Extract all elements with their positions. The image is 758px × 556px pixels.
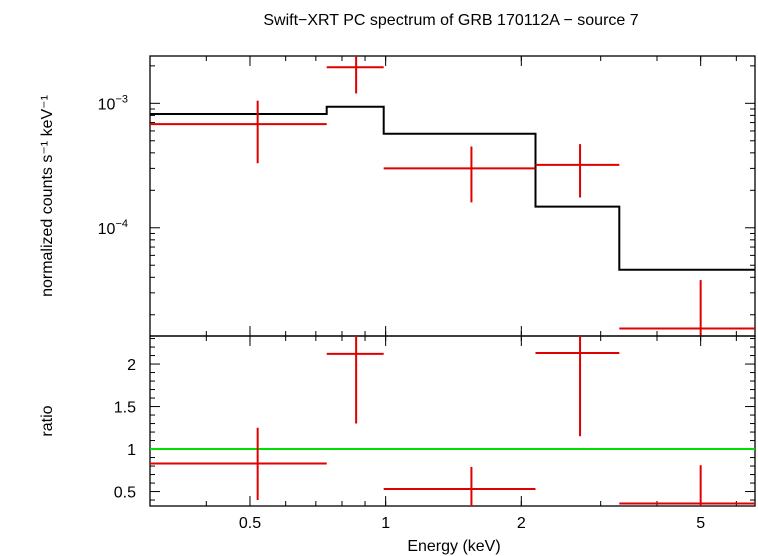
x-tick-label: 2 <box>517 515 526 532</box>
spectrum-frame <box>149 55 756 337</box>
y-tick-exponent: −3 <box>115 93 128 105</box>
y-tick-base: 10 <box>98 96 116 113</box>
spectrum-y-axis-label: normalized counts s⁻¹ keV⁻¹ <box>39 95 56 297</box>
data-point <box>150 100 327 164</box>
y-tick-label: 10−4 <box>98 218 128 238</box>
x-tick-label: 0.5 <box>239 515 261 532</box>
ratio-frame <box>149 335 756 507</box>
y-tick-label: 0.5 <box>114 485 136 502</box>
x-tick-label: 5 <box>696 515 705 532</box>
data-point <box>150 427 327 501</box>
y-tick-base: 10 <box>98 221 116 238</box>
data-point <box>383 146 536 203</box>
chart-title: Swift−XRT PC spectrum of GRB 170112A − s… <box>263 12 638 29</box>
y-tick-label: 10−3 <box>98 93 128 113</box>
data-point <box>326 56 384 94</box>
data-point <box>619 465 755 506</box>
ratio-y-axis-label: ratio <box>39 405 56 436</box>
y-tick-label: 1.5 <box>114 400 136 417</box>
spectrum-panel: 10−310−4 <box>98 55 756 337</box>
data-point <box>619 280 755 336</box>
data-point <box>535 144 620 198</box>
y-tick-exponent: −4 <box>115 218 128 230</box>
model-step-line <box>150 105 755 271</box>
x-axis-label: Energy (keV) <box>407 538 500 555</box>
data-point <box>383 466 536 506</box>
data-point <box>326 336 384 424</box>
y-tick-label: 2 <box>127 357 136 374</box>
x-tick-label: 1 <box>381 515 390 532</box>
y-tick-label: 1 <box>127 442 136 459</box>
data-point <box>535 336 620 437</box>
ratio-panel: 0.5 1 2 5 0.5 1 1.5 2 <box>114 335 756 532</box>
